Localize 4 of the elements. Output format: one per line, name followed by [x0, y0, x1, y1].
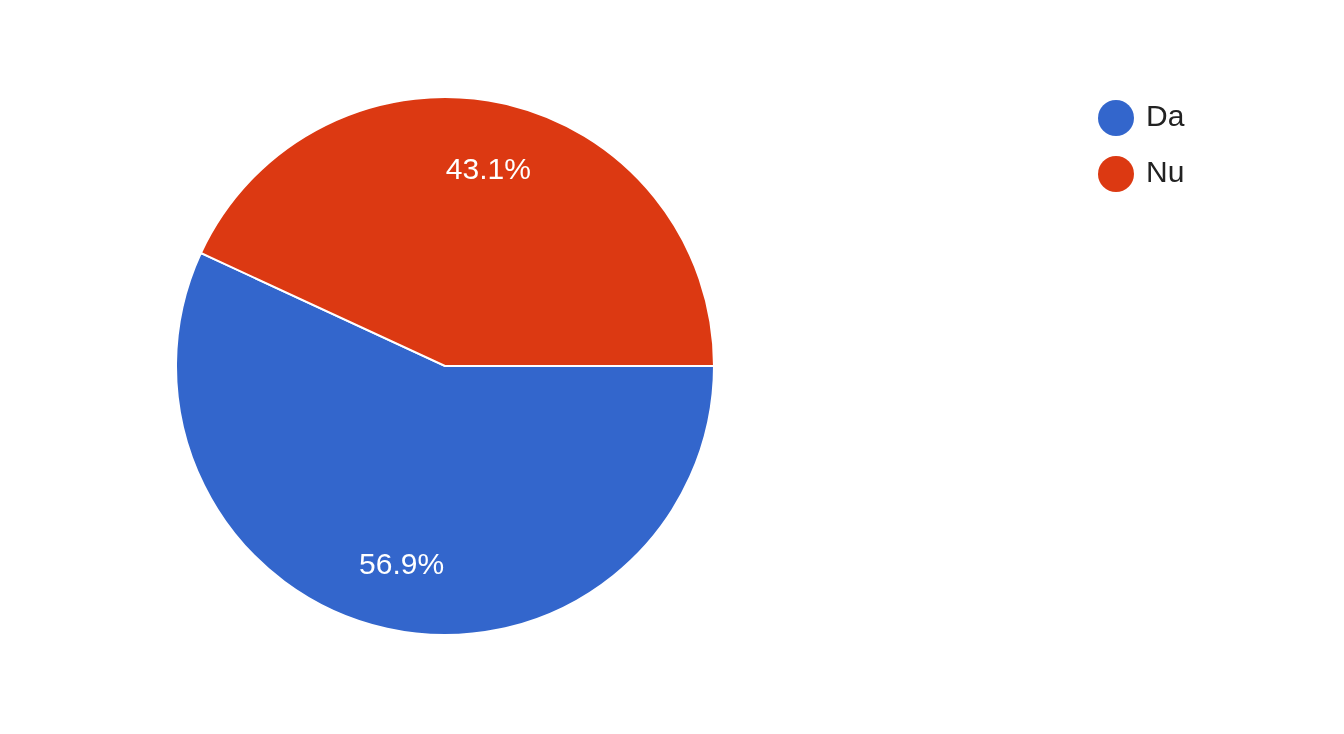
legend-label: Nu	[1146, 155, 1185, 188]
legend-label: Da	[1146, 99, 1185, 132]
data-label: 43.1%	[445, 152, 531, 186]
data-label: 56.9%	[359, 546, 445, 580]
